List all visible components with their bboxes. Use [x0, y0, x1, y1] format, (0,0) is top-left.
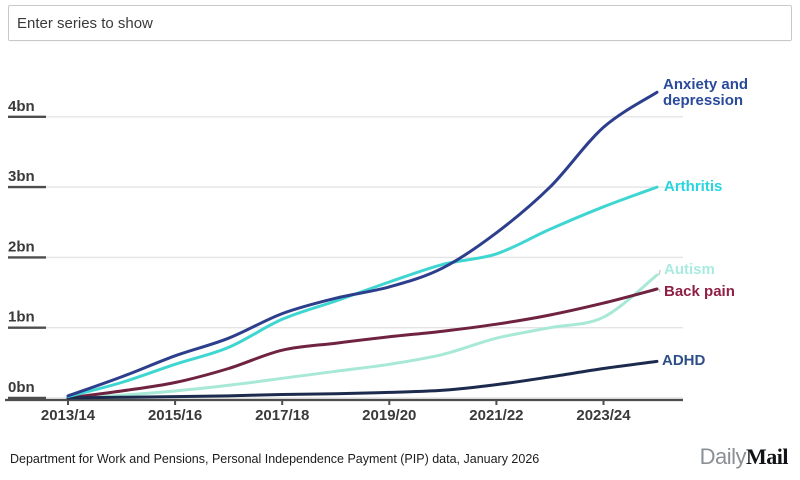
source-caption: Department for Work and Pensions, Person… — [10, 452, 540, 466]
x-axis-label-2019/20: 2019/20 — [362, 407, 416, 424]
series-line-adhd — [66, 359, 659, 400]
x-axis-label-2015/16: 2015/16 — [148, 407, 202, 424]
series-search-input[interactable] — [8, 5, 792, 41]
series-label-back-pain: Back pain — [664, 283, 735, 300]
y-axis-label-3bn: 3bn — [8, 168, 35, 185]
leader-line-back-pain — [658, 288, 661, 293]
y-axis-label-4bn: 4bn — [8, 98, 35, 115]
series-label-autism: Autism — [664, 261, 715, 278]
x-axis-label-2017/18: 2017/18 — [255, 407, 309, 424]
y-axis-label-1bn: 1bn — [8, 309, 35, 326]
series-label-adhd: ADHD — [662, 352, 706, 369]
y-axis-label-0bn: 0bn — [8, 379, 35, 396]
series-label-anxiety-and-depression: Anxiety and depression — [663, 76, 749, 109]
x-axis-label-2021/22: 2021/22 — [469, 407, 523, 424]
x-axis-label-2023/24: 2023/24 — [576, 407, 631, 424]
series-line-anxiety-and-depression — [66, 90, 659, 398]
x-axis-label-2013/14: 2013/14 — [41, 407, 96, 424]
leader-line-autism — [658, 269, 661, 276]
dailymail-logo: DailyMail — [699, 444, 789, 470]
series-line-back-pain — [66, 287, 659, 400]
series-line-autism — [66, 273, 659, 400]
series-label-arthritis: Arthritis — [664, 178, 723, 195]
logo-daily-text: Daily — [699, 444, 747, 469]
y-axis-label-2bn: 2bn — [8, 238, 35, 255]
logo-mail-text: Mail — [746, 444, 789, 469]
